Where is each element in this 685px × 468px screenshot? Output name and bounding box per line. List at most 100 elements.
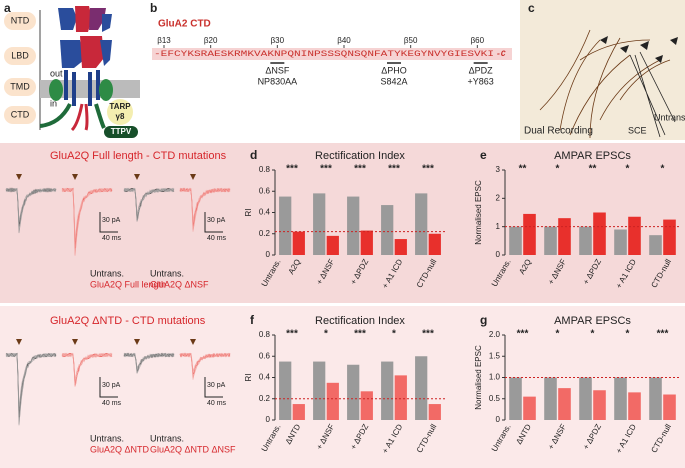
- panel-label: d: [250, 148, 257, 162]
- bar: [649, 235, 662, 255]
- trace-label: GluA2Q Full length: [90, 279, 166, 289]
- significance: ***: [286, 164, 298, 175]
- trace-label: GluA2Q ΔNTD ΔNSF: [150, 444, 236, 454]
- bar: [381, 361, 394, 420]
- scale-bar: [99, 377, 118, 398]
- stim-marker: [16, 174, 22, 180]
- bar: [415, 356, 428, 420]
- rect: [104, 126, 138, 138]
- bar: [428, 404, 441, 420]
- rect: [4, 12, 36, 30]
- significance: ***: [286, 329, 298, 340]
- ellipse: [99, 79, 113, 101]
- tarp-label: γ8: [116, 112, 125, 121]
- mutation-name: ΔNSF: [265, 65, 290, 75]
- bar: [360, 391, 373, 420]
- significance: *: [392, 329, 396, 340]
- significance: ***: [320, 164, 332, 175]
- significance: ***: [517, 329, 529, 340]
- significance: *: [591, 329, 595, 340]
- y-tick-label: 0.4: [259, 208, 271, 217]
- sequence-box: [152, 48, 512, 60]
- bar: [347, 196, 360, 255]
- trace: [61, 352, 113, 381]
- panel-label: a: [4, 1, 11, 15]
- trace: [62, 188, 113, 241]
- stim-marker: [16, 339, 22, 345]
- stim-marker: [190, 339, 196, 345]
- trace: [123, 352, 175, 370]
- bar: [628, 392, 641, 420]
- stim-marker: [72, 339, 78, 345]
- circle: [107, 99, 133, 125]
- bar: [544, 226, 557, 255]
- bar: [326, 382, 339, 420]
- stim-marker: [190, 174, 196, 180]
- scale-label: 30 pA: [102, 382, 121, 389]
- bar: [509, 377, 522, 420]
- bar: [292, 231, 305, 255]
- rect: [4, 106, 36, 124]
- chart-title: Rectification Index: [315, 315, 405, 327]
- path: [39, 103, 106, 129]
- y-tick-label: 1: [496, 222, 501, 231]
- panel-label: g: [480, 313, 487, 327]
- significance: *: [556, 164, 560, 175]
- row-band: [0, 143, 685, 303]
- panel-label: f: [250, 313, 255, 327]
- bar: [614, 229, 627, 255]
- out-label: out: [50, 68, 63, 78]
- panel-label: e: [480, 148, 487, 162]
- y-tick-label: 0.5: [489, 394, 501, 403]
- bar: [523, 396, 536, 420]
- y-tick-label: 0.8: [259, 165, 271, 174]
- scale-label: 30 pA: [207, 217, 226, 224]
- rect: [4, 78, 36, 96]
- bar: [326, 235, 339, 255]
- bar: [614, 377, 627, 420]
- tarp-label: TARP: [109, 102, 131, 111]
- bar: [593, 212, 606, 255]
- path: [70, 103, 89, 132]
- stim-marker: [72, 174, 78, 180]
- caption: Dual Recording: [524, 126, 593, 137]
- micrograph: [520, 0, 685, 140]
- trace: [179, 187, 231, 221]
- trace: [6, 353, 57, 410]
- path: [75, 6, 92, 32]
- bar: [509, 226, 522, 255]
- path: [60, 40, 84, 68]
- neurons: [539, 29, 676, 139]
- domain-labels: NTD LBD TMD CTD: [4, 12, 36, 124]
- bar: [381, 205, 394, 255]
- path: [670, 37, 678, 45]
- rect: [4, 47, 36, 65]
- bar: [523, 213, 536, 255]
- text: LBD: [11, 50, 29, 60]
- path: [102, 14, 112, 32]
- bar: [663, 394, 676, 420]
- path: [600, 36, 608, 44]
- y-tick-label: 3: [496, 165, 501, 174]
- bar: [558, 388, 571, 420]
- stim-marker: [134, 339, 140, 345]
- path: [64, 70, 100, 106]
- text: CTD: [11, 109, 30, 119]
- path: [640, 41, 649, 50]
- y-tick-label: 1.0: [489, 373, 501, 382]
- significance: *: [626, 329, 630, 340]
- bar: [394, 239, 407, 255]
- trace: [179, 353, 231, 372]
- trace: [5, 188, 57, 222]
- untrans-label: Untrans.: [654, 112, 685, 122]
- y-tick-label: 2: [496, 193, 501, 202]
- trace-label: Untrans.: [150, 433, 184, 443]
- significance: ***: [422, 329, 434, 340]
- path: [58, 8, 77, 30]
- scale-bar: [99, 212, 118, 233]
- sce-label: SCE: [628, 125, 647, 135]
- ttpv-label: TTPV: [111, 127, 132, 136]
- y-tick-label: 0: [496, 250, 501, 259]
- y-axis-label: RI: [244, 374, 253, 382]
